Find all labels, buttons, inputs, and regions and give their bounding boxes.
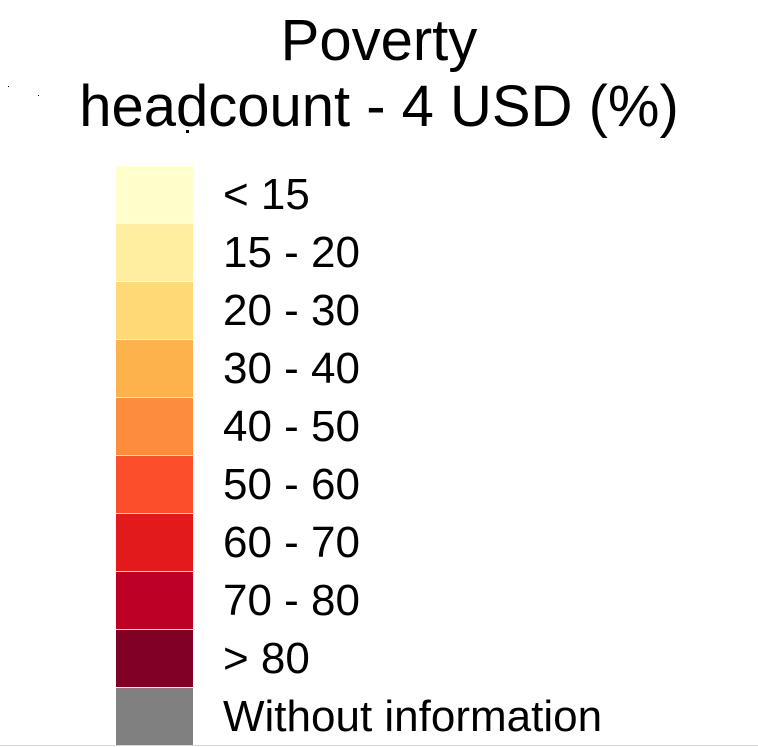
legend-item: 40 - 50 — [116, 398, 736, 456]
legend-title-line1: Poverty — [280, 8, 478, 73]
legend-label: > 80 — [223, 634, 310, 683]
legend-label: 20 - 30 — [223, 286, 360, 335]
legend-label: 70 - 80 — [223, 576, 360, 625]
legend-swatch — [116, 398, 193, 455]
legend-item: 30 - 40 — [116, 340, 736, 398]
legend-label: < 15 — [223, 170, 310, 219]
legend-title-line2: headcount - 4 USD (%) — [79, 74, 679, 139]
legend-label: 50 - 60 — [223, 460, 360, 509]
legend-swatch — [116, 630, 193, 687]
legend-swatch — [116, 166, 193, 223]
map-speck — [279, 122, 282, 124]
map-speck — [38, 95, 39, 96]
map-edge-line — [0, 745, 758, 746]
legend-label: Without information — [223, 692, 603, 741]
map-speck — [8, 86, 9, 87]
map-speck — [186, 130, 189, 133]
legend-swatch — [116, 456, 193, 513]
legend-swatch — [116, 340, 193, 397]
legend-swatch — [116, 688, 193, 745]
legend-swatch — [116, 572, 193, 629]
legend-swatch — [116, 224, 193, 281]
legend-item: 50 - 60 — [116, 456, 736, 514]
legend-item: 15 - 20 — [116, 224, 736, 282]
legend-item: < 15 — [116, 166, 736, 224]
legend-label: 60 - 70 — [223, 518, 360, 567]
legend-title: Poverty headcount - 4 USD (%) — [0, 8, 758, 140]
legend-label: 40 - 50 — [223, 402, 360, 451]
legend-items: < 15 15 - 20 20 - 30 30 - 40 40 - 50 50 … — [116, 166, 736, 746]
legend-label: 15 - 20 — [223, 228, 360, 277]
legend-item: 60 - 70 — [116, 514, 736, 572]
legend-item: 20 - 30 — [116, 282, 736, 340]
legend-item: > 80 — [116, 630, 736, 688]
legend-item: 70 - 80 — [116, 572, 736, 630]
legend-label: 30 - 40 — [223, 344, 360, 393]
legend-item: Without information — [116, 688, 736, 746]
legend-swatch — [116, 514, 193, 571]
legend-swatch — [116, 282, 193, 339]
